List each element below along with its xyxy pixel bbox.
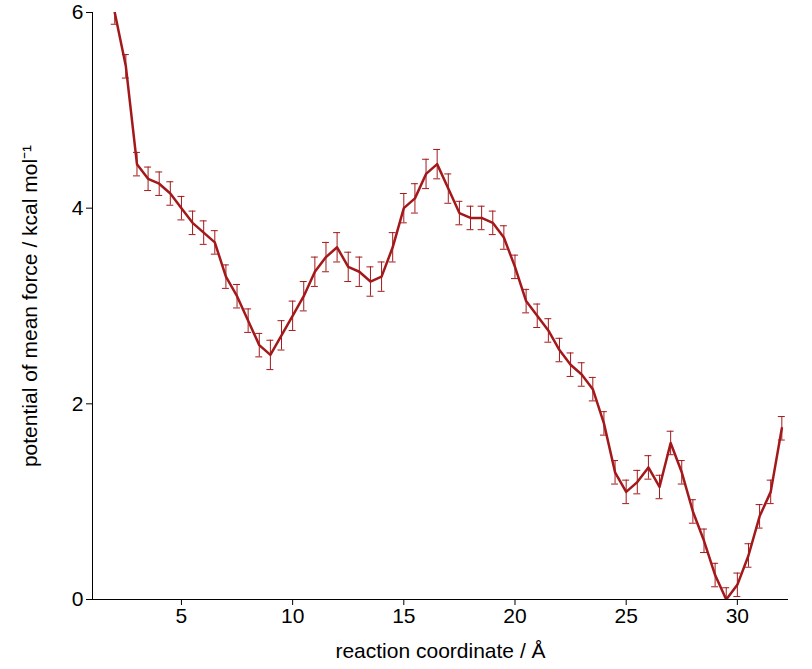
svg-text:potential of mean force / kcal: potential of mean force / kcal mol⁻¹ [18, 145, 41, 467]
svg-text:10: 10 [281, 604, 304, 627]
svg-text:2: 2 [72, 392, 84, 415]
svg-text:15: 15 [392, 604, 415, 627]
svg-text:20: 20 [503, 604, 526, 627]
svg-text:4: 4 [72, 196, 84, 219]
svg-text:reaction coordinate / Å: reaction coordinate / Å [335, 639, 545, 662]
svg-text:6: 6 [72, 0, 84, 23]
svg-text:25: 25 [614, 604, 637, 627]
svg-text:30: 30 [726, 604, 749, 627]
svg-text:0: 0 [72, 587, 84, 610]
svg-text:5: 5 [176, 604, 188, 627]
